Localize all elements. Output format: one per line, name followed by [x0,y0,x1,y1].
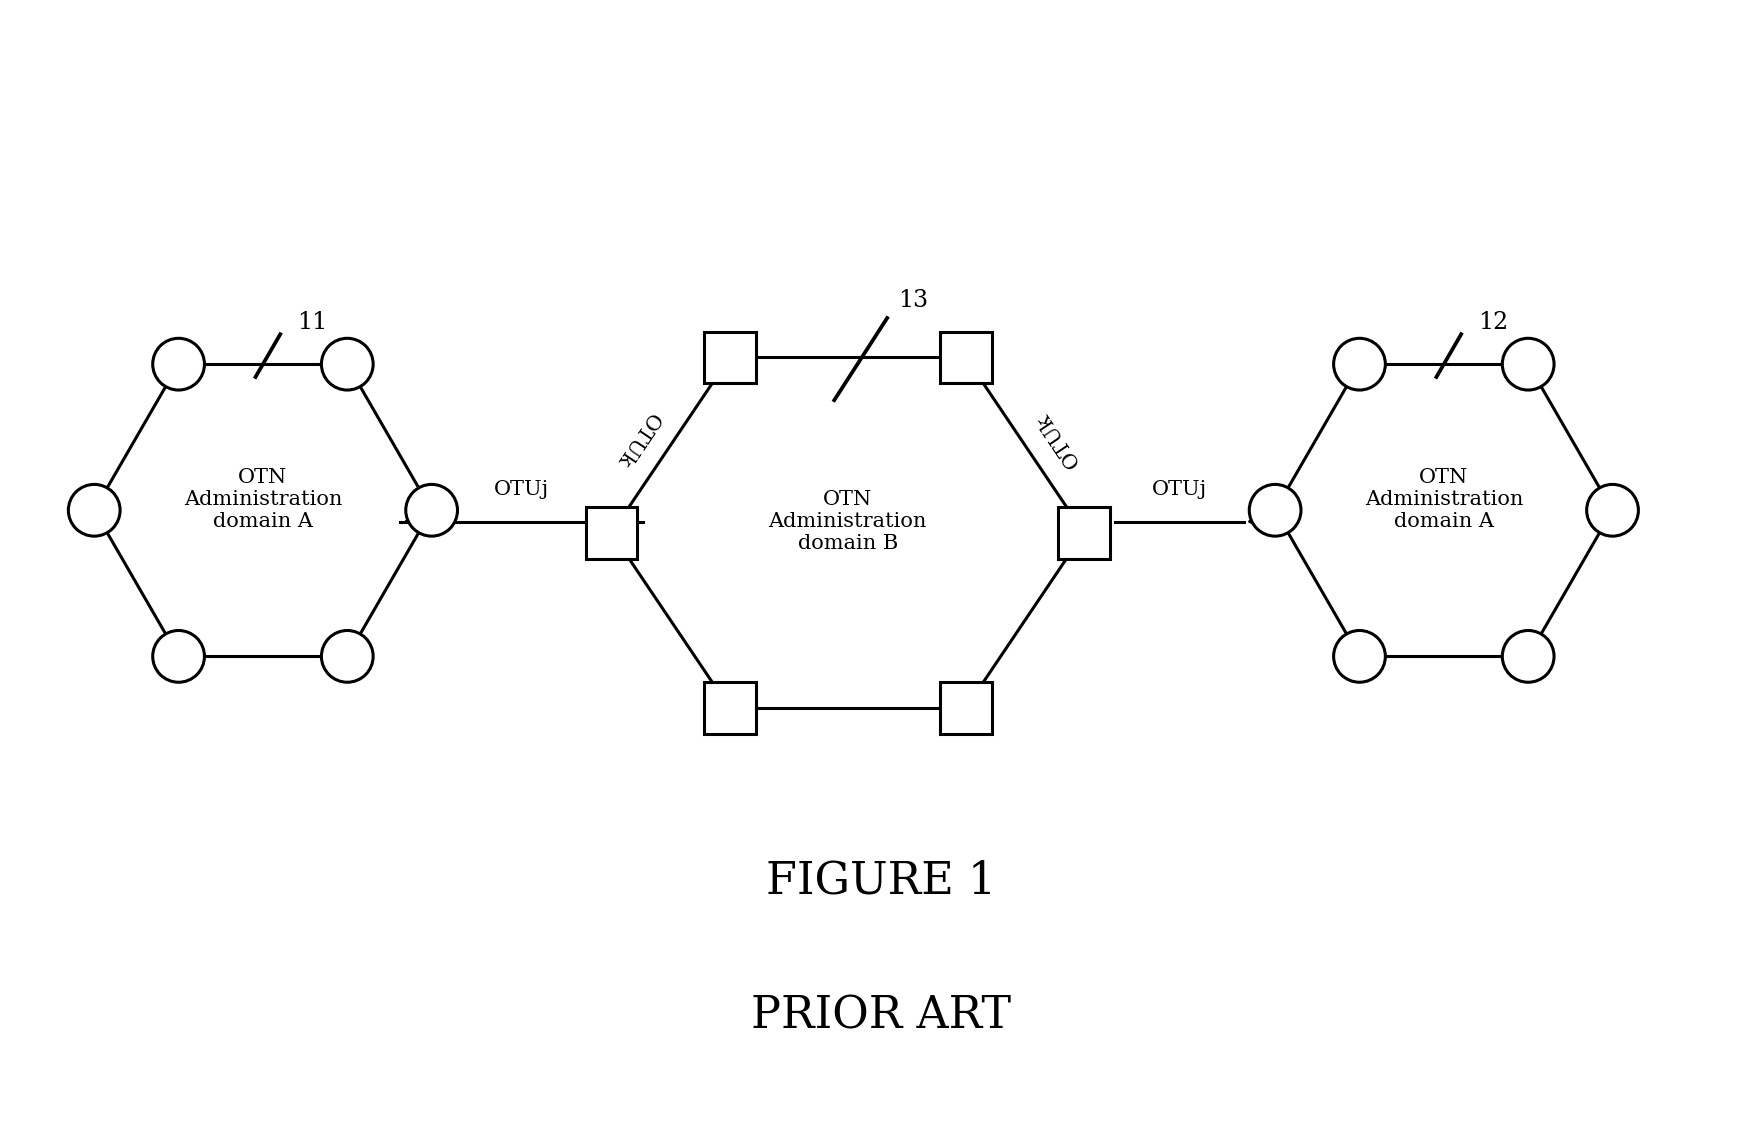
Circle shape [405,485,458,536]
Text: OTUj: OTUj [494,480,550,499]
Text: FIGURE 1: FIGURE 1 [767,860,996,903]
Bar [940,332,993,383]
Text: OTUj: OTUj [1151,480,1208,499]
Text: OTUk: OTUk [1033,409,1084,470]
Text: OTN
Administration
domain B: OTN Administration domain B [769,489,927,553]
Text: 11: 11 [298,312,328,334]
Circle shape [1502,339,1553,390]
Circle shape [1502,630,1553,682]
Text: OTUk: OTUk [612,409,661,470]
Bar [1058,506,1109,559]
Circle shape [1333,339,1386,390]
Circle shape [69,485,120,536]
Circle shape [1333,630,1386,682]
Text: OTN
Administration
domain A: OTN Administration domain A [1365,468,1523,530]
Text: 12: 12 [1477,312,1509,334]
Bar [940,682,993,734]
Circle shape [153,630,205,682]
Circle shape [153,339,205,390]
Text: 13: 13 [899,289,929,313]
Bar [585,506,638,559]
Text: PRIOR ART: PRIOR ART [751,995,1012,1038]
Circle shape [321,630,374,682]
Text: OTN
Administration
domain A: OTN Administration domain A [183,468,342,530]
Circle shape [321,339,374,390]
Bar [703,682,756,734]
Circle shape [1250,485,1301,536]
Bar [703,332,756,383]
Circle shape [1587,485,1638,536]
